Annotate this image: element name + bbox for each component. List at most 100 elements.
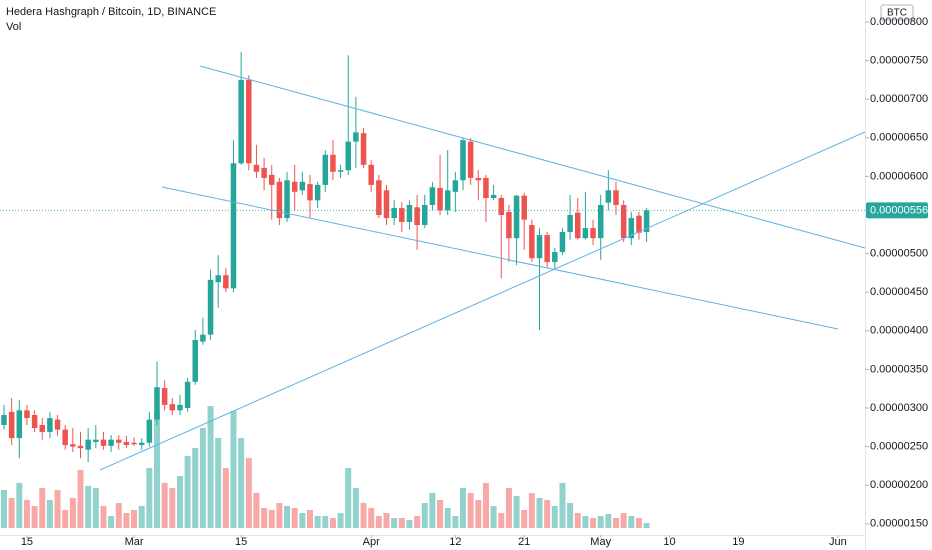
candle-body (108, 439, 114, 446)
candle-body (93, 439, 99, 442)
volume-bar (108, 516, 115, 528)
candle-body (146, 419, 153, 443)
currency-label: BTC (887, 8, 907, 19)
candle-body (223, 275, 229, 289)
candles (1, 52, 650, 463)
candle-body (322, 154, 329, 185)
candle-body (330, 154, 336, 172)
volume-bar (567, 503, 574, 528)
volume-bar (1, 490, 7, 528)
x-tick-label: 19 (732, 536, 744, 548)
volume-bar (498, 513, 505, 528)
candle-body (353, 132, 359, 142)
volume-bar (337, 513, 344, 528)
volume-bar (100, 506, 107, 528)
volume-bar (398, 518, 405, 528)
candle-body (123, 441, 130, 446)
candle-body (345, 141, 351, 171)
volume-bar (207, 406, 214, 528)
candle-body (31, 414, 38, 429)
candle-body (269, 174, 275, 185)
volume-bar (352, 488, 359, 528)
candle-body (590, 228, 596, 239)
candle-body (368, 164, 374, 185)
chart-title: Hedera Hashgraph / Bitcoin, 1D, BINANCE (6, 6, 216, 18)
volume-bar (161, 483, 168, 528)
volume-bar (429, 493, 436, 528)
candle-body (490, 194, 497, 199)
volume-bar (77, 470, 84, 528)
volume-bar (551, 506, 558, 528)
volume-bar (31, 506, 38, 528)
volume-bar (505, 488, 512, 528)
volume-bar (590, 518, 597, 528)
candle-body (483, 177, 489, 199)
candle-body (131, 442, 137, 445)
volume-bar (192, 448, 199, 528)
volume-bar (444, 508, 451, 528)
candle-body (238, 79, 244, 164)
candle-body (1, 414, 7, 425)
volume-bar (513, 496, 520, 528)
candle-body (429, 187, 436, 205)
trend-line (99, 131, 866, 471)
x-tick-label: Apr (363, 536, 380, 548)
volume-bar (199, 428, 206, 528)
candle-body (399, 208, 405, 222)
y-tick-label: 0.00000700 (870, 93, 928, 105)
x-tick-label: Jun (829, 536, 847, 548)
candle-body (467, 141, 474, 178)
candle-body (169, 404, 176, 411)
candle-body (605, 190, 612, 203)
candle-body (276, 181, 283, 219)
volume-bar (559, 483, 566, 528)
y-tick-label: 0.00000350 (870, 363, 928, 375)
candle-body (643, 210, 650, 232)
candle-body (215, 275, 221, 283)
candle-body (628, 218, 635, 239)
candle-body (177, 404, 183, 411)
volume-bar (635, 518, 642, 528)
candle-body (85, 439, 91, 450)
candle-body (506, 211, 512, 239)
candle-body (383, 190, 390, 219)
x-tick-label: 21 (518, 536, 530, 548)
volume-bar (85, 486, 92, 528)
candle-body (360, 133, 367, 165)
trend-lines (99, 65, 866, 471)
x-tick-label: Mar (125, 536, 144, 548)
volume-bar (215, 438, 222, 528)
volume-bar (146, 468, 153, 528)
candle-body (77, 445, 84, 449)
candle-body (559, 231, 566, 253)
volume-bar (460, 488, 466, 528)
y-tick-label: 0.00000250 (870, 441, 928, 453)
x-tick-label: May (590, 536, 611, 548)
candle-body (207, 279, 214, 335)
candle-body (414, 207, 420, 226)
candle-body (529, 225, 535, 259)
volume-bar (329, 518, 336, 528)
volume-bar (345, 468, 352, 528)
volume-bar (92, 488, 99, 528)
volume-bar (299, 513, 306, 528)
currency-badge (880, 4, 914, 21)
volume-bar (452, 516, 459, 528)
volume-bar (360, 503, 367, 528)
candle-body (230, 163, 237, 289)
volume-bar (482, 483, 489, 528)
volume-bar (322, 516, 329, 528)
last-price-label: 0.00000556 (870, 204, 928, 216)
x-tick-label: 15 (21, 536, 33, 548)
volume-bar (115, 503, 122, 528)
y-tick-label: 0.00000500 (870, 248, 928, 260)
candle-body (636, 215, 642, 233)
volume-bar (406, 520, 413, 528)
volume-bar (8, 498, 15, 528)
volume-bar (475, 500, 482, 528)
volume-bar (154, 413, 160, 528)
candle-body (597, 204, 604, 239)
candle-body (376, 180, 382, 216)
candle-body (575, 212, 581, 239)
y-tick-label: 0.00000650 (870, 132, 928, 144)
